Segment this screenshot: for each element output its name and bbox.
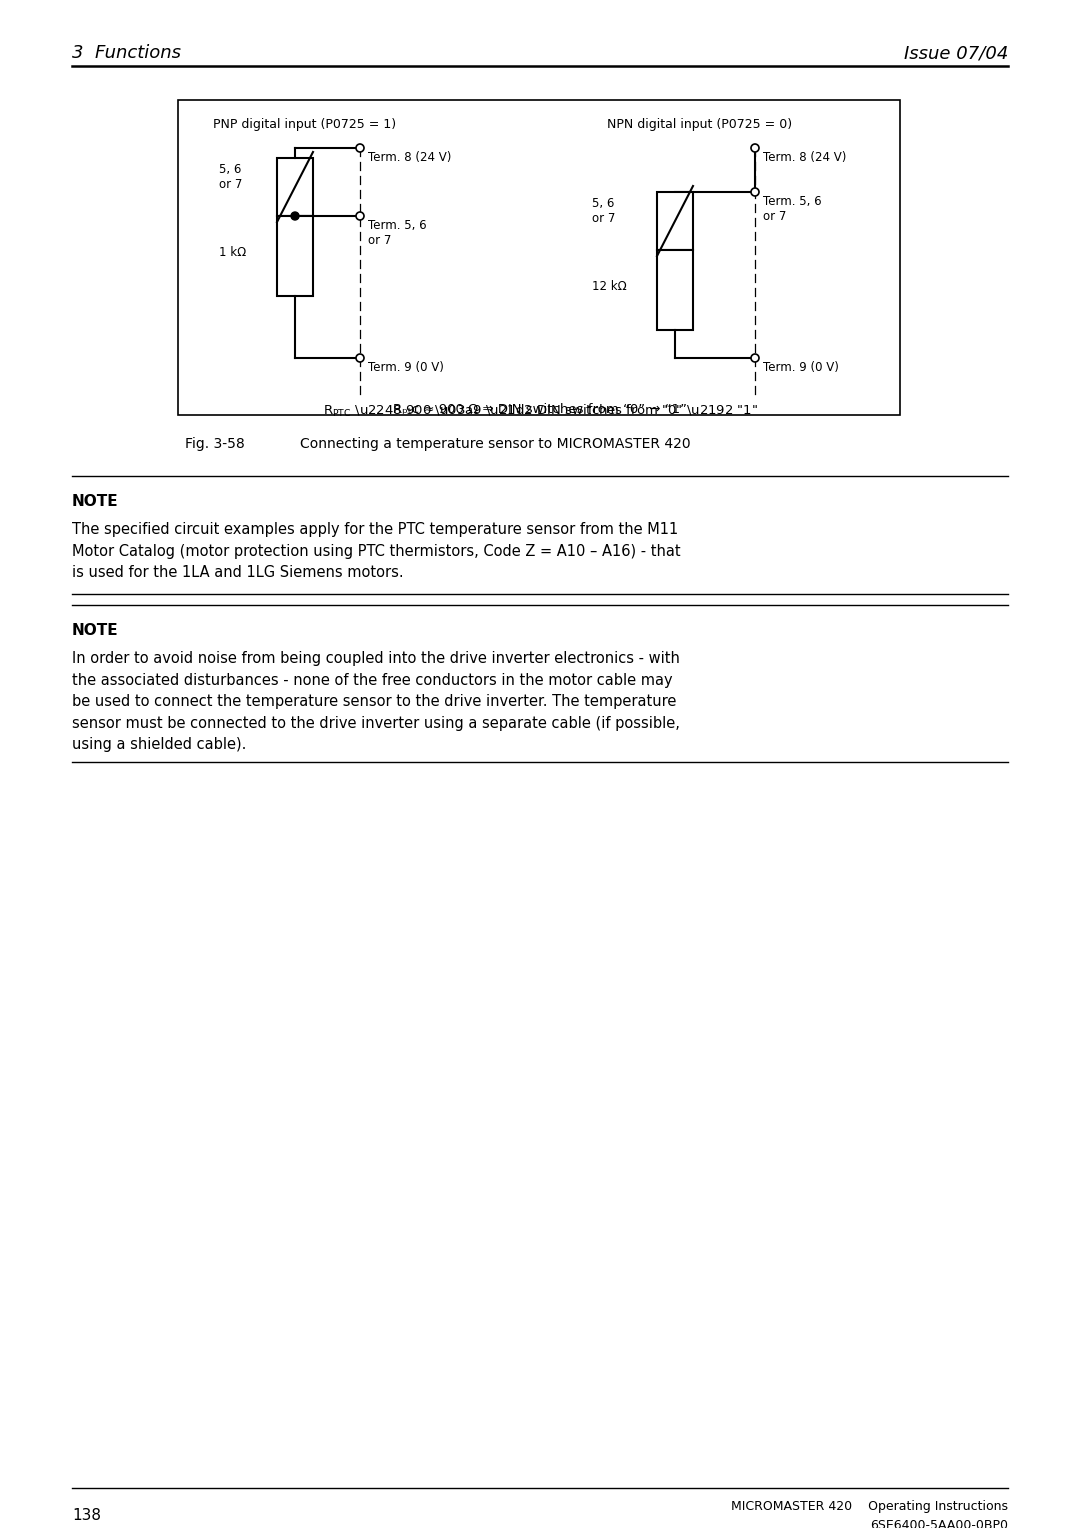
Text: Term. 9 (0 V): Term. 9 (0 V) xyxy=(762,361,839,374)
Text: PNP digital input (P0725 = 1): PNP digital input (P0725 = 1) xyxy=(214,118,396,131)
Circle shape xyxy=(751,144,759,151)
Text: R$_{\mathregular{PTC}}$ \u2248 900 \u03a9 \u21d2 DIN switches from "0" \u2192 "1: R$_{\mathregular{PTC}}$ \u2248 900 \u03a… xyxy=(323,403,757,419)
Circle shape xyxy=(356,144,364,151)
Circle shape xyxy=(751,354,759,362)
Bar xyxy=(657,193,693,251)
Bar xyxy=(276,215,313,296)
Text: 1 kΩ: 1 kΩ xyxy=(219,246,246,260)
Text: 138: 138 xyxy=(72,1508,102,1523)
Text: Fig. 3-58: Fig. 3-58 xyxy=(185,437,245,451)
Text: 12 kΩ: 12 kΩ xyxy=(592,280,626,293)
Text: Rₚₜᴄ ≈ 900 Ω ⇒ DIN switches from “0” → “1”: Rₚₜᴄ ≈ 900 Ω ⇒ DIN switches from “0” → “… xyxy=(393,403,687,416)
Circle shape xyxy=(356,354,364,362)
Text: Term. 5, 6
or 7: Term. 5, 6 or 7 xyxy=(762,196,822,223)
Bar xyxy=(657,251,693,330)
Text: NOTE: NOTE xyxy=(72,623,119,639)
Text: 5, 6
or 7: 5, 6 or 7 xyxy=(219,163,242,191)
Circle shape xyxy=(291,212,299,220)
Circle shape xyxy=(356,212,364,220)
Circle shape xyxy=(751,188,759,196)
Text: In order to avoid noise from being coupled into the drive inverter electronics -: In order to avoid noise from being coupl… xyxy=(72,651,680,752)
Bar xyxy=(178,99,900,416)
Text: The specified circuit examples apply for the PTC temperature sensor from the M11: The specified circuit examples apply for… xyxy=(72,523,680,581)
Text: Term. 9 (0 V): Term. 9 (0 V) xyxy=(368,361,444,374)
Text: Term. 5, 6
or 7: Term. 5, 6 or 7 xyxy=(368,219,427,248)
Text: Issue 07/04: Issue 07/04 xyxy=(904,44,1008,63)
Text: NPN digital input (P0725 = 0): NPN digital input (P0725 = 0) xyxy=(607,118,793,131)
Text: 3  Functions: 3 Functions xyxy=(72,44,181,63)
Text: Term. 8 (24 V): Term. 8 (24 V) xyxy=(762,151,847,163)
Text: 6SE6400-5AA00-0BP0: 6SE6400-5AA00-0BP0 xyxy=(870,1519,1008,1528)
Text: MICROMASTER 420    Operating Instructions: MICROMASTER 420 Operating Instructions xyxy=(731,1500,1008,1513)
Bar xyxy=(276,157,313,215)
Text: Term. 8 (24 V): Term. 8 (24 V) xyxy=(368,151,451,163)
Text: NOTE: NOTE xyxy=(72,494,119,509)
Text: 5, 6
or 7: 5, 6 or 7 xyxy=(592,197,616,225)
Text: Connecting a temperature sensor to MICROMASTER 420: Connecting a temperature sensor to MICRO… xyxy=(300,437,690,451)
